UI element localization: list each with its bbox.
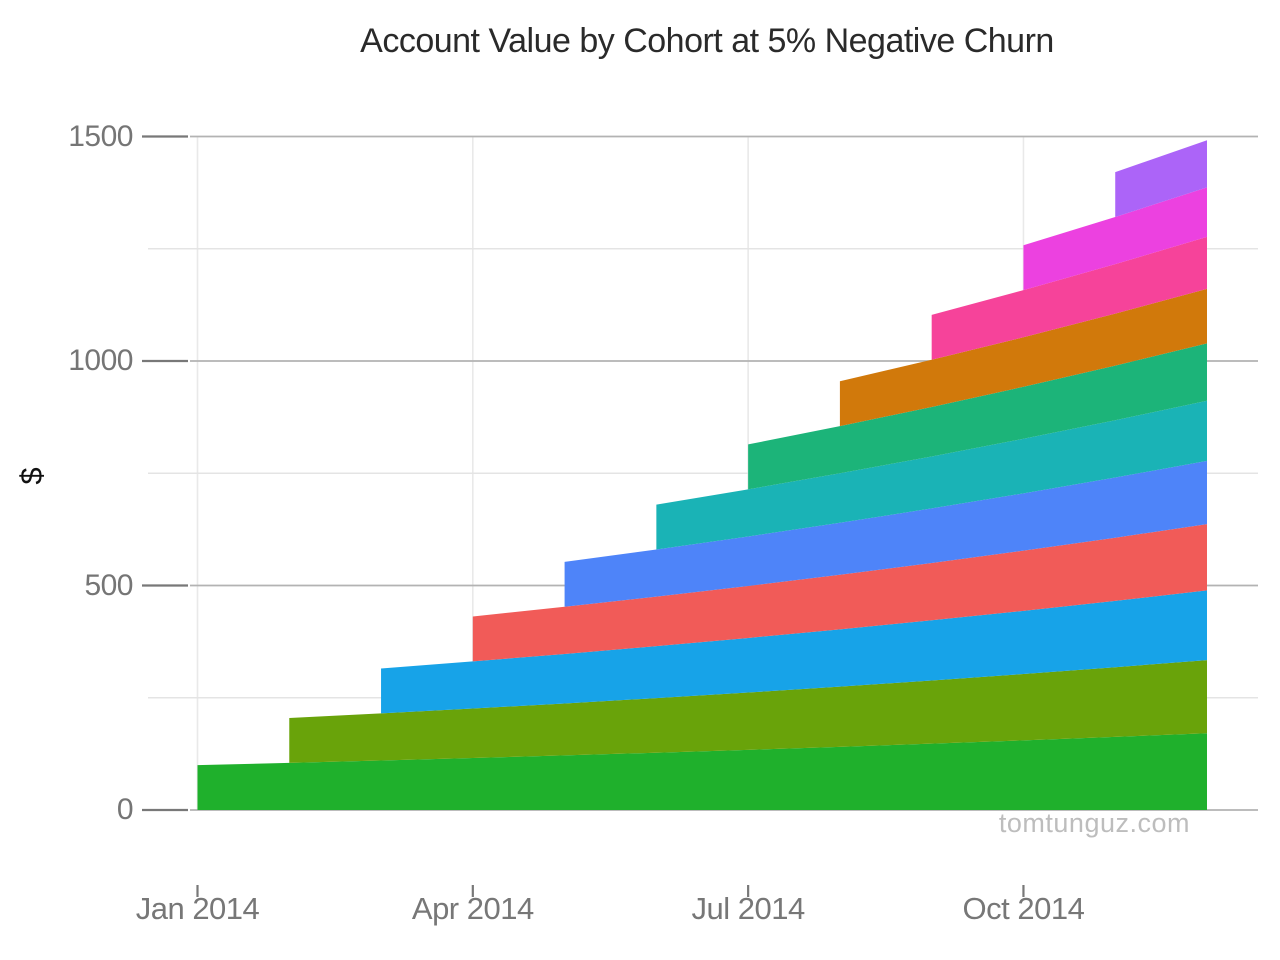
cohort-area-jul <box>748 343 1207 490</box>
cohort-area-sep <box>931 236 1207 360</box>
watermark: tomtunguz.com <box>998 808 1190 838</box>
cohort-area-feb <box>289 660 1208 763</box>
cohort-area-may <box>564 460 1207 607</box>
cohort-area-jun <box>656 400 1207 550</box>
cohort-area-jan <box>197 733 1207 810</box>
cohort-area-mar <box>381 590 1208 714</box>
y-tick-label: 0 <box>116 793 134 826</box>
y-tick-label: 1000 <box>68 344 133 377</box>
y-tick-label: 500 <box>84 568 133 602</box>
cohort-area-oct <box>1023 187 1207 291</box>
y-tick-label: 1500 <box>68 119 133 153</box>
x-tick-label: Oct 2014 <box>962 891 1085 926</box>
x-tick-label: Apr 2014 <box>411 891 534 926</box>
cohort-area-nov <box>1115 140 1207 218</box>
chart-title: Account Value by Cohort at 5% Negative C… <box>360 22 1054 60</box>
cohort-area-aug <box>839 288 1207 427</box>
cohort-area-apr <box>472 524 1207 662</box>
x-tick-label: Jan 2014 <box>135 891 260 926</box>
x-tick-label: Jul 2014 <box>691 891 806 926</box>
